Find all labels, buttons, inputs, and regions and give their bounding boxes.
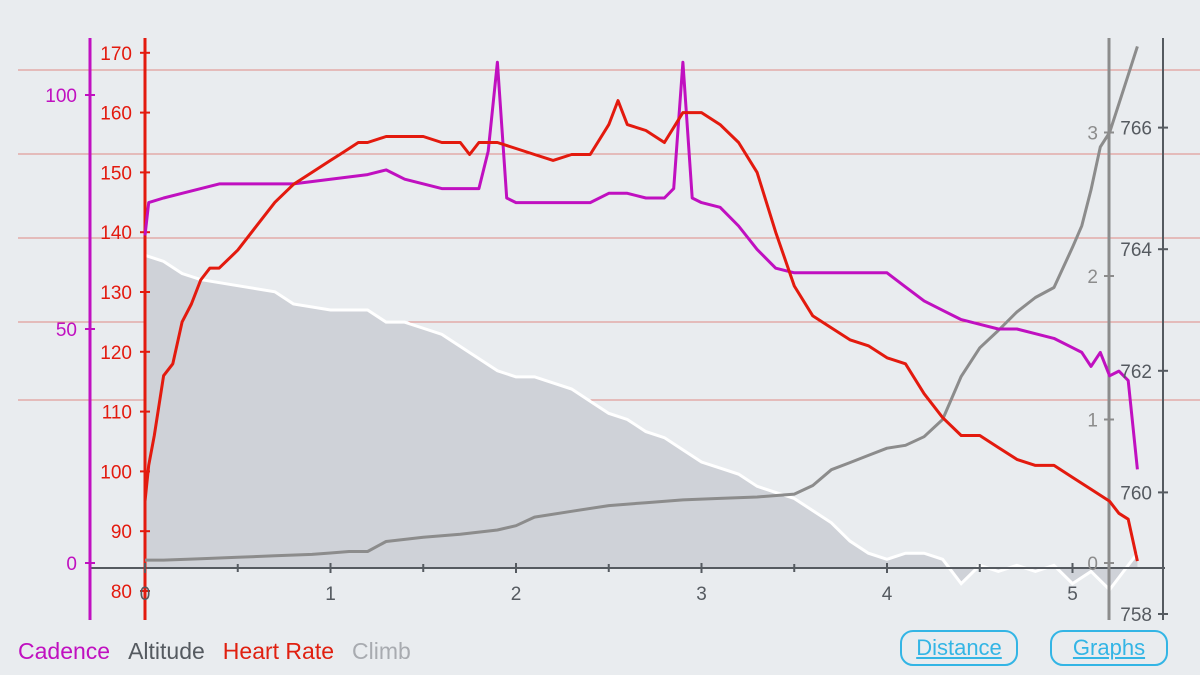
altitude-tick-label: 764 bbox=[1120, 240, 1152, 261]
cadence-line bbox=[143, 60, 1139, 470]
labels-layer: 0 1 2 3 4 58090100110120130140150160170050100… bbox=[45, 44, 1152, 626]
hr-tick-label: 130 bbox=[100, 283, 132, 304]
distance-button[interactable]: Distance bbox=[900, 630, 1018, 666]
altitude-layer bbox=[144, 253, 1139, 592]
hr-tick-label: 150 bbox=[100, 163, 132, 184]
x-tick-label: 4 bbox=[882, 584, 893, 605]
legend-cadence: Cadence bbox=[18, 638, 111, 664]
hr-tick-label: 140 bbox=[100, 223, 132, 244]
graphs-button[interactable]: Graphs bbox=[1050, 630, 1168, 666]
legend-heart-rate: Heart Rate bbox=[222, 638, 335, 664]
climb-tick-label: 2 bbox=[1087, 267, 1098, 288]
x-tick-label: 2 bbox=[511, 584, 522, 605]
altitude-tick-label: 762 bbox=[1120, 362, 1152, 383]
x-tick-label: 0 bbox=[140, 584, 151, 605]
legend: Cadence Altitude Heart Rate Climb bbox=[18, 638, 411, 665]
altitude-tick-label: 766 bbox=[1120, 119, 1152, 140]
climb-tick-label: 1 bbox=[1087, 411, 1098, 432]
x-tick-label: 5 bbox=[1067, 584, 1078, 605]
hr-tick-label: 80 bbox=[111, 582, 132, 603]
heart-rate-line bbox=[143, 99, 1139, 562]
climb-tick-label: 0 bbox=[1087, 554, 1098, 575]
legend-altitude: Altitude bbox=[128, 638, 205, 664]
cadence-tick-label: 50 bbox=[56, 320, 77, 341]
cadence-tick-label: 0 bbox=[66, 554, 77, 575]
altitude-tick-label: 758 bbox=[1120, 605, 1152, 626]
series-layer bbox=[143, 45, 1139, 562]
hr-tick-label: 100 bbox=[100, 462, 132, 483]
x-tick-label: 3 bbox=[696, 584, 707, 605]
hr-tick-label: 90 bbox=[111, 522, 132, 543]
x-tick-label: 1 bbox=[325, 584, 336, 605]
altitude-tick-label: 760 bbox=[1120, 483, 1152, 504]
altitude-area bbox=[145, 255, 1138, 590]
hr-tick-label: 110 bbox=[102, 403, 132, 424]
legend-climb: Climb bbox=[352, 638, 411, 664]
hr-tick-label: 120 bbox=[100, 343, 132, 364]
cadence-tick-label: 100 bbox=[45, 86, 77, 107]
climb-line bbox=[145, 45, 1139, 562]
hr-tick-label: 170 bbox=[100, 44, 132, 65]
climb-tick-label: 3 bbox=[1087, 124, 1098, 145]
hr-tick-label: 160 bbox=[100, 104, 132, 125]
